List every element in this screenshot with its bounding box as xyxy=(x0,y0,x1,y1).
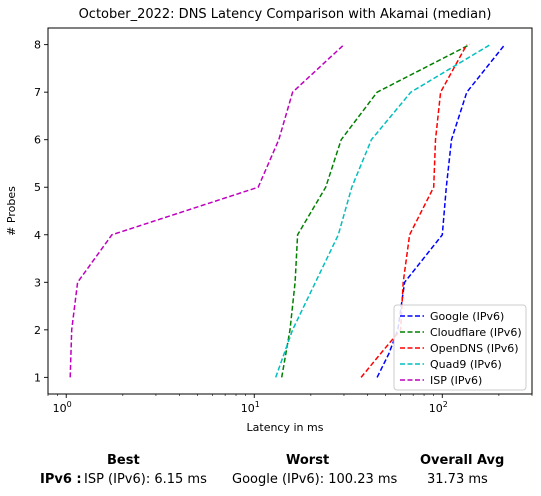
legend: Google (IPv6) Cloudflare (IPv6) OpenDNS (I… xyxy=(394,305,526,390)
summary-header-worst: Worst xyxy=(286,453,329,468)
summary-header-best: Best xyxy=(107,453,140,468)
y-axis: 1 2 3 4 5 6 7 8 xyxy=(34,39,48,385)
legend-entry: Google (IPv6) xyxy=(430,310,504,323)
legend-entry: Cloudflare (IPv6) xyxy=(430,326,522,339)
x-axis: 100 101 102 xyxy=(48,394,532,415)
y-tick-label: 7 xyxy=(34,86,41,99)
y-tick-label: 8 xyxy=(34,39,41,52)
summary-row-label: IPv6 : xyxy=(40,472,82,487)
x-tick-label: 101 xyxy=(241,400,260,415)
legend-entry: ISP (IPv6) xyxy=(430,374,482,387)
x-tick-label: 100 xyxy=(53,400,72,415)
y-tick-label: 3 xyxy=(34,276,41,289)
y-tick-label: 4 xyxy=(34,229,41,242)
series-line-5 xyxy=(70,45,344,378)
x-tick-label: 102 xyxy=(429,400,448,415)
y-tick-label: 2 xyxy=(34,324,41,337)
y-axis-label: # Probes xyxy=(5,186,18,236)
summary-header-overall: Overall Avg xyxy=(420,453,504,468)
summary-worst-value: Google (IPv6): 100.23 ms xyxy=(232,472,397,487)
latency-chart: October_2022: DNS Latency Comparison wit… xyxy=(0,0,541,450)
legend-entry: OpenDNS (IPv6) xyxy=(430,342,519,355)
summary-best-value: ISP (IPv6): 6.15 ms xyxy=(84,472,207,487)
chart-title: October_2022: DNS Latency Comparison wit… xyxy=(79,7,492,22)
legend-entry: Quad9 (IPv6) xyxy=(430,358,502,371)
summary-overall-value: 31.73 ms xyxy=(427,472,488,487)
y-tick-label: 6 xyxy=(34,134,41,147)
summary-table: Best Worst Overall Avg IPv6 : ISP (IPv6)… xyxy=(0,450,541,496)
x-axis-label: Latency in ms xyxy=(247,421,324,434)
y-tick-label: 5 xyxy=(34,181,41,194)
y-tick-label: 1 xyxy=(34,371,41,384)
